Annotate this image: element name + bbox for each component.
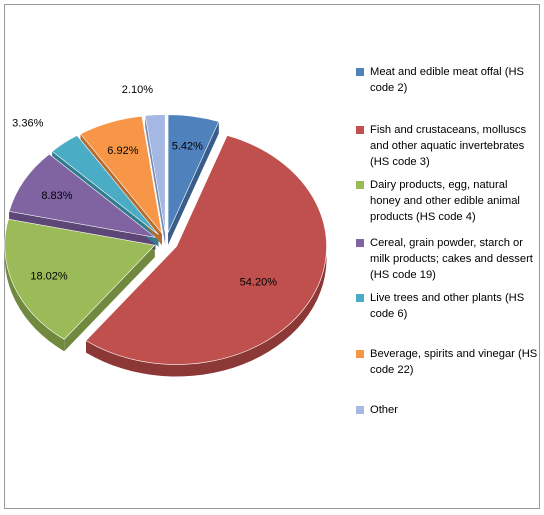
pie-slice-meat: [167, 114, 220, 233]
pie-slice-fish: [85, 135, 327, 365]
legend-swatch-beverage: [356, 350, 364, 358]
data-label-other: 2.10%: [122, 84, 153, 96]
pie-slice-other: [144, 114, 166, 233]
slice-side-dairy: [4, 219, 65, 352]
legend-swatch-trees: [356, 294, 364, 302]
slice-wall-dairy: [64, 245, 155, 352]
legend-label-cereal: Cereal, grain powder, starch or milk pro…: [370, 237, 533, 281]
legend-label-other: Other: [370, 404, 398, 416]
pie-slice-trees: [51, 135, 159, 235]
legend-label-beverage: Beverage, spirits and vinegar (HS code 2…: [370, 348, 538, 376]
legend-swatch-cereal: [356, 239, 364, 247]
data-label-dairy: 18.02%: [30, 271, 68, 283]
legend-swatch-dairy: [356, 181, 364, 189]
legend-label-dairy: Dairy products, egg, natural honey and o…: [370, 179, 520, 223]
legend-swatch-meat: [356, 68, 364, 76]
legend-swatch-fish: [356, 126, 364, 134]
data-label-cereal: 8.83%: [41, 190, 72, 202]
legend-label-trees: Live trees and other plants (HS code 6): [370, 292, 525, 320]
slice-wall-other: [145, 115, 166, 245]
data-label-fish: 54.20%: [240, 276, 278, 288]
pie-slice-cereal: [8, 153, 156, 238]
legend-label-meat: Meat and edible meat offal (HS code 2): [370, 66, 525, 94]
data-label-meat: 5.42%: [172, 141, 203, 153]
data-label-beverage: 6.92%: [107, 145, 138, 157]
pie-slice-dairy: [4, 218, 156, 340]
pie-slice-beverage: [80, 115, 163, 235]
legend-label-fish: Fish and crustaceans, molluscs and other…: [370, 124, 527, 168]
legend-swatch-other: [356, 406, 364, 414]
slice-wall-meat: [168, 121, 219, 245]
data-label-trees: 3.36%: [12, 118, 43, 130]
